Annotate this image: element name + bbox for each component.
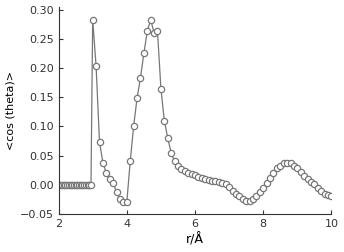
Y-axis label: <cos (theta)>: <cos (theta)>: [6, 71, 15, 150]
X-axis label: r/Å: r/Å: [186, 233, 204, 246]
